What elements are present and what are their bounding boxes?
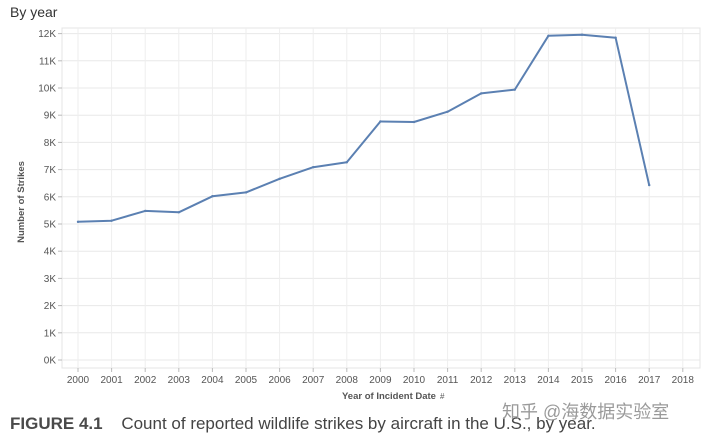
chart-title: By year — [10, 4, 58, 20]
plot-area — [61, 27, 701, 369]
x-tick-label: 2004 — [201, 375, 224, 386]
x-tick-label: 2013 — [504, 375, 527, 386]
x-tick-label: 2008 — [336, 375, 359, 386]
x-tick-label: 2012 — [470, 375, 493, 386]
x-tick-label: 2014 — [537, 375, 560, 386]
y-tick-label: 7K — [44, 165, 57, 176]
data-point — [412, 120, 416, 124]
data-point — [345, 161, 348, 164]
y-tick-label: 12K — [38, 29, 56, 40]
data-point — [312, 165, 315, 169]
y-tick-label: 9K — [44, 111, 57, 122]
data-point — [76, 220, 80, 224]
y-tick-label: 4K — [44, 247, 57, 258]
y-tick-label: 3K — [44, 274, 57, 285]
x-tick-label: 2001 — [100, 375, 123, 386]
x-tick-label: 2018 — [672, 375, 695, 386]
series-line — [77, 33, 651, 223]
data-point — [513, 88, 516, 91]
x-tick-label: 2010 — [403, 375, 426, 386]
y-axis-title: Number of Strikes — [16, 161, 27, 243]
data-point — [547, 34, 550, 37]
x-tick-label: 2015 — [571, 375, 594, 386]
y-tick-label: 11K — [39, 56, 56, 67]
watermark: 知乎 @海数据实验室 — [502, 402, 670, 422]
x-tick-label: 2002 — [134, 375, 157, 386]
data-point — [580, 33, 584, 36]
data-point — [446, 110, 449, 113]
y-tick-label: 2K — [44, 301, 57, 312]
figure-caption: FIGURE 4.1 Count of reported wildlife st… — [10, 414, 596, 434]
data-point — [278, 177, 281, 181]
y-tick-label: 6K — [44, 192, 57, 203]
data-point — [614, 36, 617, 39]
x-tick-label: 2017 — [638, 375, 661, 386]
x-tick-label: 2003 — [168, 375, 191, 386]
data-point — [648, 183, 651, 187]
x-tick-label: 2007 — [302, 375, 325, 386]
y-tick-label: 0K — [44, 356, 57, 367]
y-tick-label: 5K — [44, 220, 57, 231]
x-axis-marker-icon: # — [440, 392, 445, 400]
x-tick-label: 2009 — [369, 375, 392, 386]
caption-text: Count of reported wildlife strikes by ai… — [121, 414, 596, 433]
x-tick-label: 2016 — [604, 375, 627, 386]
data-point — [480, 92, 483, 95]
x-tick-label: 2006 — [268, 375, 291, 386]
line-chart: 0K 1K 2K 3K 4K 5K 6K 7K 8K 9K 10K 11K 12K 2000 2001 200… — [16, 27, 701, 400]
data-point — [379, 120, 382, 123]
y-tick-label: 8K — [44, 138, 57, 149]
x-tick-label: 2011 — [437, 375, 459, 386]
figure-label: FIGURE 4.1 — [10, 414, 103, 433]
y-tick-label: 10K — [38, 84, 56, 95]
x-tick-label: 2000 — [67, 375, 90, 386]
data-point — [144, 209, 147, 213]
x-tick-label: 2005 — [235, 375, 258, 386]
data-point — [244, 191, 248, 194]
data-point — [211, 195, 214, 198]
data-point — [177, 211, 180, 214]
x-axis-title: Year of Incident Date — [342, 391, 436, 400]
y-tick-label: 1K — [44, 328, 57, 339]
data-point — [110, 219, 113, 222]
